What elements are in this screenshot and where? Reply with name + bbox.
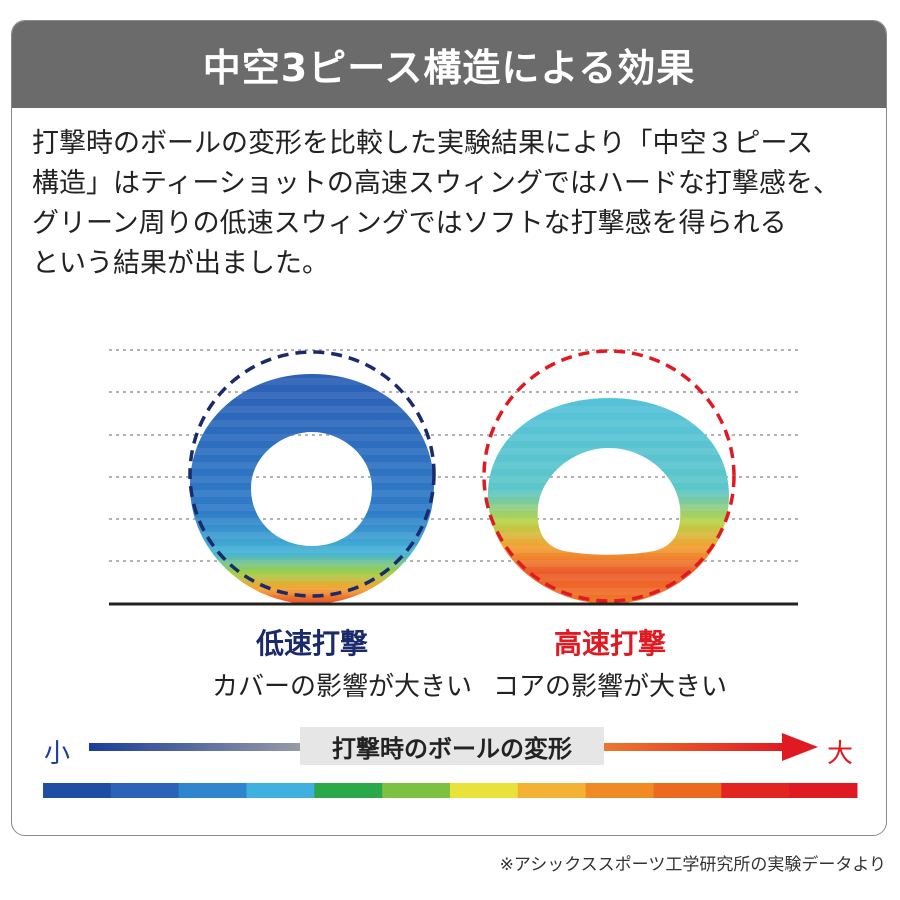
- description-line: グリーン周りの低速スウィングではソフトな打撃感を得られる: [32, 208, 787, 239]
- low-speed-outline: [188, 350, 436, 598]
- footnote: ※アシックススポーツ工学研究所の実験データより: [499, 855, 886, 875]
- low-speed-title: 低速打撃: [255, 627, 368, 660]
- high-speed-caption: 高速打撃 コアの影響が大きい: [490, 622, 730, 703]
- scale-segment: [246, 783, 315, 798]
- arrow-head-icon: [782, 733, 818, 761]
- low-speed-ball: [188, 350, 436, 604]
- description-line: 打撃時のボールの変形を比較した実験結果により「中空３ピース: [32, 128, 814, 159]
- scale-segment: [314, 783, 383, 798]
- scale-segment: [585, 783, 654, 798]
- scale-segment: [789, 783, 858, 798]
- description: 打撃時のボールの変形を比較した実験結果により「中空３ピース 構造」はティーショッ…: [32, 124, 852, 284]
- scale-small-label: 小: [44, 739, 71, 769]
- scale-segment: [382, 783, 451, 798]
- high-speed-ball: [482, 349, 736, 604]
- scale-segment: [178, 783, 247, 798]
- low-speed-caption: 低速打撃 カバーの影響が大きい: [212, 622, 473, 703]
- description-line: という結果が出ました。: [32, 248, 329, 279]
- scale-segment: [450, 783, 519, 798]
- high-speed-subtitle: コアの影響が大きい: [492, 672, 727, 702]
- scale-large-label: 大: [827, 739, 854, 769]
- high-speed-title: 高速打撃: [553, 627, 666, 660]
- scale-segment: [517, 783, 587, 798]
- description-line: 構造」はティーショットの高速スウィングではハードな打撃感を、: [32, 168, 840, 199]
- info-card: 中空3ピース構造による効果: [11, 20, 887, 836]
- card-header: 中空3ピース構造による効果: [12, 21, 886, 108]
- scale-segment: [653, 783, 722, 798]
- color-scale-bar: [43, 783, 858, 798]
- scale-segment: [110, 783, 180, 798]
- scale-axis-label: 打撃時のボールの変形: [300, 727, 604, 765]
- scale-segment: [721, 783, 790, 798]
- low-speed-subtitle: カバーの影響が大きい: [212, 672, 473, 702]
- card-title: 中空3ピース構造による効果: [202, 46, 696, 90]
- scale-segment: [43, 783, 112, 798]
- high-speed-outline: [482, 349, 736, 603]
